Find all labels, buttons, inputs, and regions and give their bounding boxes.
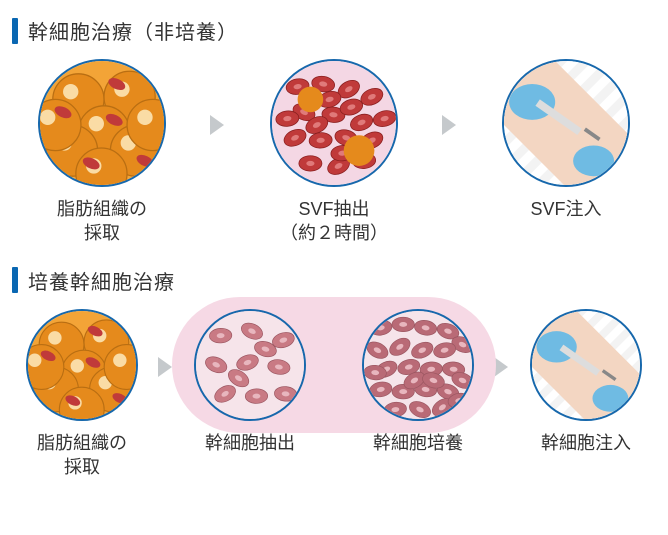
step-caption: 幹細胞培養 [373,431,463,455]
flow-step: SVF抽出 （約２時間） [250,59,418,246]
section-non-cultured: 幹細胞治療（非培養） 脂肪組織の 採取 SVF抽出 （約２時間） SVF注入 [12,16,656,246]
flow-step: 幹細胞抽出 [184,309,316,455]
arrow-icon [440,113,460,137]
step-caption: SVF注入 [530,197,601,221]
adipose-icon [38,59,166,187]
injection-icon [530,309,642,421]
step-caption: 脂肪組織の 採取 [37,431,127,480]
title-text: 培養幹細胞治療 [28,266,175,295]
flow-step: 幹細胞培養 [352,309,484,455]
flow-step: 幹細胞注入 [520,309,652,455]
title-text: 幹細胞治療（非培養） [28,16,238,45]
stem_sparse-icon [194,309,306,421]
step-caption: 幹細胞抽出 [205,431,295,455]
arrow-icon [208,113,228,137]
svf-icon [270,59,398,187]
title-bar [12,267,18,293]
section-cultured: 培養幹細胞治療 脂肪組織の 採取 幹細胞抽出 幹細胞培養 幹細胞注入 [12,266,656,480]
stem_dense-icon [362,309,474,421]
step-caption: 脂肪組織の 採取 [57,197,147,246]
step-caption: SVF抽出 （約２時間） [280,197,388,246]
title-bar [12,18,18,44]
injection-icon [502,59,630,187]
flow-step: 脂肪組織の 採取 [18,59,186,246]
section-title: 培養幹細胞治療 [12,266,656,295]
section-title: 幹細胞治療（非培養） [12,16,656,45]
flow-row: 脂肪組織の 採取 幹細胞抽出 幹細胞培養 幹細胞注入 [12,309,656,480]
step-caption: 幹細胞注入 [541,431,631,455]
flow-step: SVF注入 [482,59,650,221]
flow-row: 脂肪組織の 採取 SVF抽出 （約２時間） SVF注入 [12,59,656,246]
flow-step: 脂肪組織の 採取 [16,309,148,480]
adipose-icon [26,309,138,421]
